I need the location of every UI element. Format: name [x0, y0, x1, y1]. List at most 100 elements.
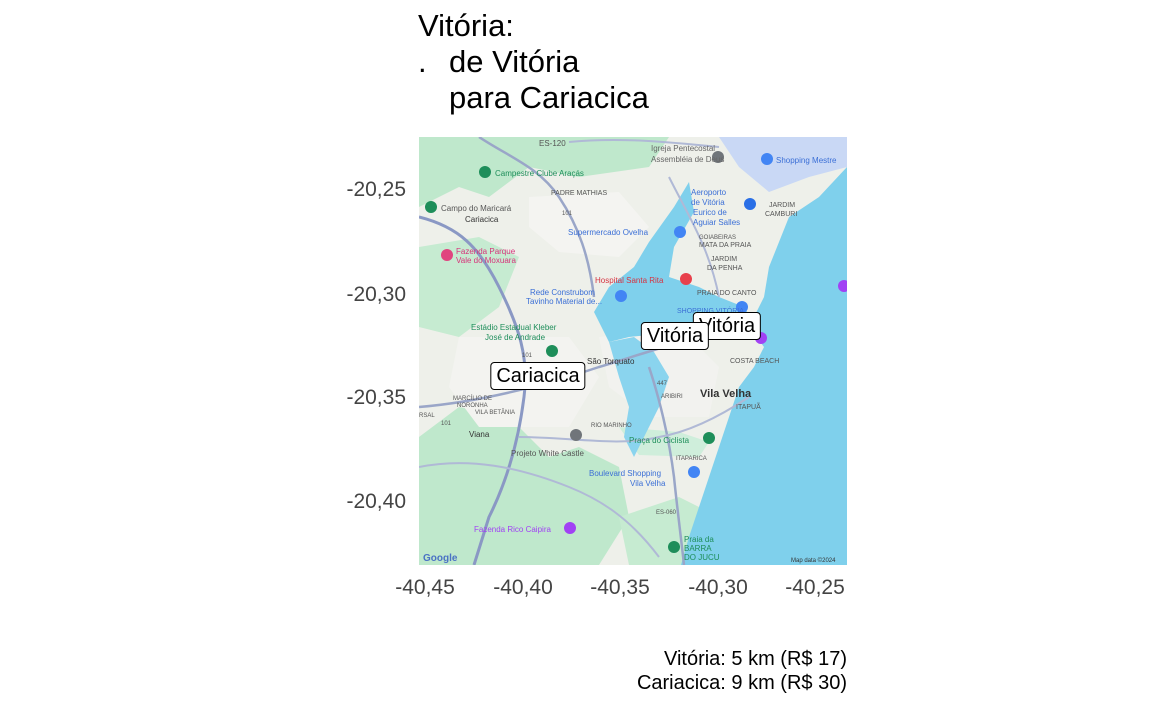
map-label: JARDIM — [769, 202, 795, 209]
title-line-3: para Cariacica — [418, 80, 649, 116]
title-line-3-text: para Cariacica — [449, 80, 649, 115]
map-label: Igreja Pentecostal — [651, 144, 715, 153]
x-tick-label: -40,45 — [395, 576, 455, 599]
beach-marker-icon — [668, 541, 680, 553]
y-tick-label: -20,30 — [346, 283, 406, 306]
shopping-marker-icon — [688, 466, 700, 478]
map-label: Supermercado Ovelha — [568, 228, 649, 237]
map-label: 101 — [522, 353, 533, 359]
map-label: GOIABEIRAS — [699, 235, 736, 241]
title-line-2: . de Vitória — [418, 44, 649, 80]
ocean — [681, 167, 847, 565]
map-label: RIO MARINHO — [591, 423, 632, 429]
map-label: Campo do Maricará — [441, 204, 512, 213]
map-label: Tavinho Material de... — [526, 297, 602, 306]
map-label: ITAPUÃ — [736, 402, 761, 411]
attraction-marker-icon — [564, 522, 576, 534]
church-marker-icon — [712, 151, 724, 163]
map-label: MARCÍLIO DE — [453, 395, 492, 402]
map-label: RSAL — [419, 413, 435, 419]
map-label: Praça do Ciclista — [629, 436, 690, 445]
road — [518, 396, 750, 443]
map-label: 101 — [441, 421, 452, 427]
park-area — [419, 407, 629, 565]
map-title: Vitória: . de Vitória para Cariacica — [418, 8, 649, 116]
estuary — [609, 337, 669, 457]
map-label: DA PENHA — [707, 265, 743, 272]
map-label: Shopping Mestre — [776, 156, 837, 165]
attraction-marker-icon — [838, 280, 847, 292]
map-label: 447 — [657, 381, 668, 387]
map-label: Fazenda Parque — [456, 247, 516, 256]
map-label: Viana — [469, 430, 490, 439]
airport-area — [719, 137, 847, 192]
park-marker-icon — [479, 166, 491, 178]
map-label: PADRE MATHIAS — [551, 190, 607, 197]
bay — [594, 182, 754, 342]
airport-marker-icon — [744, 198, 756, 210]
road — [668, 176, 720, 298]
distance-caption: Vitória: 5 km (R$ 17) Cariacica: 9 km (R… — [637, 647, 847, 695]
map-label: COSTA BEACH — [730, 358, 779, 365]
map-label: Praia da — [684, 535, 714, 544]
shopping-marker-icon — [761, 153, 773, 165]
map-label: PRAIA DO CANTO — [697, 290, 757, 297]
stadium-marker-icon — [546, 345, 558, 357]
y-tick-label: -20,40 — [346, 490, 406, 513]
map-label: CAMBURI — [765, 211, 797, 218]
road — [647, 366, 686, 565]
park-marker-icon — [703, 432, 715, 444]
urban-area — [529, 192, 649, 257]
map-label: DO JUCU — [684, 553, 720, 562]
map-label: VILA BETÂNIA — [475, 409, 515, 416]
map-attribution: Map data ©2024 — [791, 557, 836, 564]
map-label: Projeto White Castle — [511, 449, 584, 458]
map-label: ARIBIRI — [661, 394, 683, 400]
basemap[interactable]: ES-120 Igreja Pentecostal Assembléia de … — [419, 137, 847, 565]
map-label: Cariacica — [465, 215, 499, 224]
title-bullet: . — [418, 44, 427, 79]
shopping-marker-icon — [674, 226, 686, 238]
google-logo: Google — [423, 553, 458, 564]
map-label: JARDIM — [711, 256, 737, 263]
map-label: Eurico de — [693, 208, 727, 217]
map-label: Fazenda Rico Caipira — [474, 525, 551, 534]
caption-line-vitoria: Vitória: 5 km (R$ 17) — [663, 648, 847, 670]
map-label: Vale do Moxuara — [456, 256, 516, 265]
map-label: de Vitória — [691, 198, 725, 207]
caption-line-cariacica: Cariacica: 9 km (R$ 30) — [636, 672, 847, 694]
park-marker-icon — [425, 201, 437, 213]
y-tick-label: -20,25 — [346, 178, 406, 201]
shopping-marker-icon — [736, 301, 748, 313]
hospital-marker-icon — [680, 273, 692, 285]
map-label: Estádio Estadual Kleber — [471, 323, 557, 332]
x-tick-label: -40,30 — [688, 576, 748, 599]
title-line-1: Vitória: — [418, 8, 514, 43]
map-label: BARRA — [684, 544, 712, 553]
shopping-marker-icon — [615, 290, 627, 302]
x-tick-label: -40,40 — [493, 576, 553, 599]
road — [568, 138, 720, 148]
attraction-marker-icon — [441, 249, 453, 261]
basemap-canvas: ES-120 Igreja Pentecostal Assembléia de … — [419, 137, 847, 565]
park-area — [419, 137, 669, 207]
road — [478, 137, 596, 298]
map-label: José de Andrade — [485, 333, 546, 342]
map-label: ES-060 — [656, 510, 677, 516]
landmark-marker-icon — [570, 429, 582, 441]
map-label: Boulevard Shopping — [589, 469, 661, 478]
map-label: São Torquato — [587, 357, 635, 366]
map-label: Vila Velha — [700, 388, 752, 400]
map-label: NORONHA — [457, 403, 488, 409]
road — [419, 462, 660, 558]
map-label: ITAPARICA — [676, 456, 707, 462]
map-label: SHOPPING VITÓRIA — [677, 306, 744, 315]
map-label: Campestre Clube Araçás — [495, 169, 584, 178]
map-label: Hospital Santa Rita — [595, 276, 664, 285]
map-label: MATA DA PRAIA — [699, 242, 752, 249]
place-label-cariacica: Cariacica — [490, 362, 586, 390]
x-tick-label: -40,35 — [590, 576, 650, 599]
title-line-2-text: de Vitória — [449, 44, 580, 79]
map-label: Assembléia de Deus — [651, 155, 724, 164]
place-label-vitoria-2: Vitória — [640, 322, 710, 350]
